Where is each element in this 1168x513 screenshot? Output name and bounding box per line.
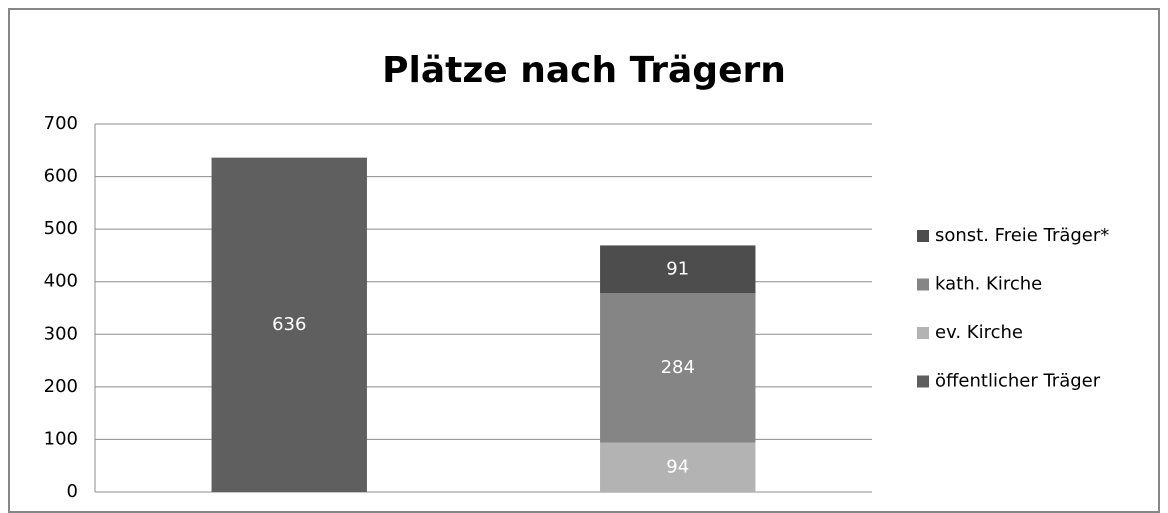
data-label: 94	[666, 456, 689, 477]
legend-swatch	[917, 327, 929, 339]
y-tick-label: 300	[44, 323, 78, 344]
data-label: 636	[272, 314, 306, 335]
chart-title: Plätze nach Trägern	[382, 50, 786, 91]
bar-segment	[600, 245, 756, 294]
legend-label: ev. Kirche	[935, 322, 1023, 343]
bar-segment	[600, 442, 756, 492]
legend-swatch	[917, 278, 929, 291]
chart-border	[8, 8, 1160, 513]
data-label: 284	[661, 357, 695, 378]
bar-segment	[600, 293, 756, 443]
data-label: 91	[666, 258, 689, 279]
legend-label: sonst. Freie Träger*	[935, 225, 1109, 246]
y-tick-label: 700	[44, 113, 78, 134]
y-tick-label: 200	[44, 376, 78, 397]
legend-label: öffentlicher Träger	[935, 371, 1101, 392]
y-tick-label: 600	[44, 166, 78, 187]
y-tick-label: 0	[67, 481, 78, 502]
legend-swatch	[917, 230, 929, 242]
y-tick-label: 500	[44, 218, 78, 239]
y-tick-label: 100	[44, 428, 78, 449]
bar-segment	[211, 157, 367, 492]
legend-swatch	[917, 375, 929, 388]
y-tick-label: 400	[44, 271, 78, 292]
legend-label: kath. Kirche	[935, 274, 1042, 295]
